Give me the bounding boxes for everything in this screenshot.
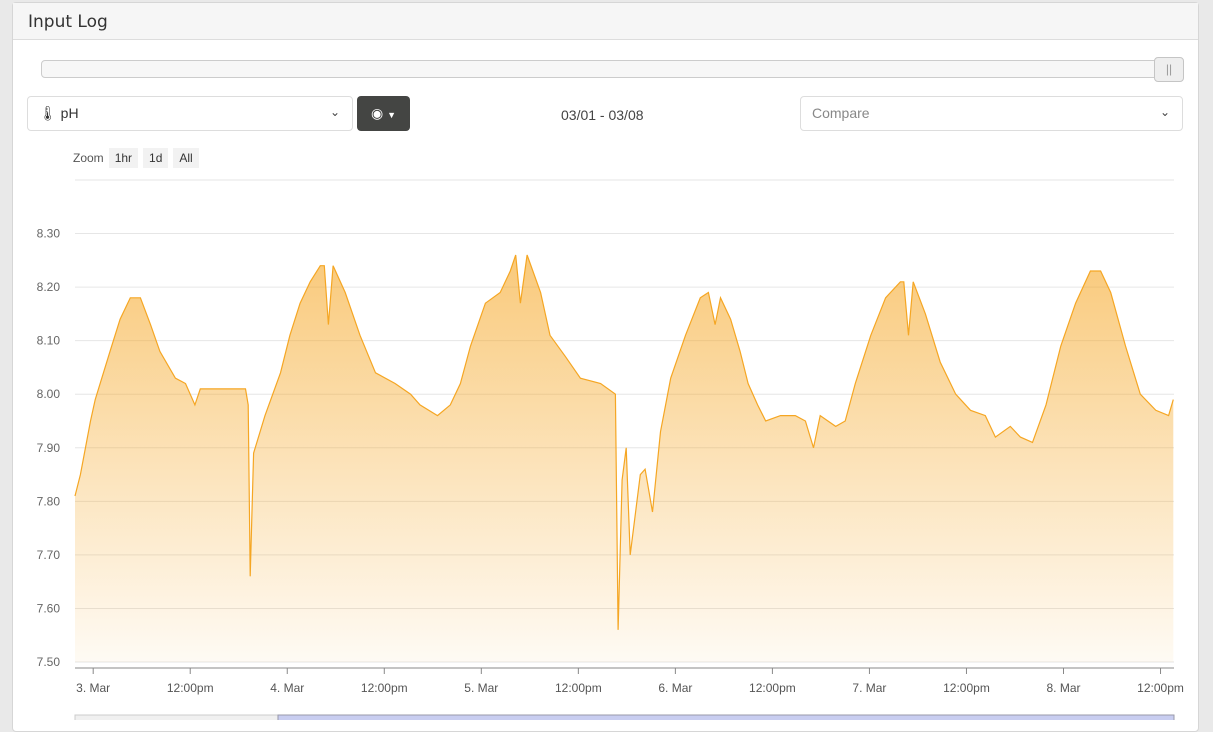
x-tick-label: 7. Mar (852, 681, 886, 695)
y-tick-label: 8.00 (37, 387, 61, 401)
panel-title: Input Log (13, 3, 1198, 40)
y-tick-label: 7.70 (37, 548, 61, 562)
caret-down-icon: ▼ (387, 110, 397, 120)
sensor-select[interactable]: 🌡 pH ⌄ (27, 96, 353, 131)
y-tick-label: 8.30 (37, 227, 61, 241)
thermometer-icon: 🌡 (39, 105, 57, 121)
sensor-label: pH (60, 105, 79, 121)
eye-icon: ◉ (370, 105, 384, 121)
x-tick-label: 12:00pm (361, 681, 408, 695)
x-tick-label: 4. Mar (270, 681, 304, 695)
range-slider[interactable]: || (41, 57, 1184, 82)
x-tick-label: 12:00pm (943, 681, 990, 695)
zoom-controls: Zoom 1hr 1d All (73, 148, 199, 168)
zoom-all-button[interactable]: All (173, 148, 199, 168)
y-tick-label: 7.80 (37, 494, 61, 508)
chevron-down-icon: ⌄ (1159, 105, 1170, 119)
y-tick-label: 8.10 (37, 334, 61, 348)
navigator-selection (277, 714, 1175, 720)
x-tick-label: 12:00pm (167, 681, 214, 695)
x-tick-label: 6. Mar (658, 681, 692, 695)
y-tick-label: 7.90 (37, 441, 61, 455)
view-options-button[interactable]: ◉ ▼ (357, 96, 410, 131)
zoom-1d-button[interactable]: 1d (143, 148, 169, 168)
ph-series-line (74, 254, 1174, 630)
slider-handle[interactable]: || (1154, 57, 1184, 82)
x-tick-label: 3. Mar (76, 681, 110, 695)
zoom-label: Zoom (73, 151, 104, 165)
x-tick-label: 12:00pm (1137, 681, 1184, 695)
compare-placeholder: Compare (812, 105, 870, 121)
x-tick-label: 5. Mar (464, 681, 498, 695)
zoom-1hr-button[interactable]: 1hr (108, 148, 139, 168)
ph-area (75, 255, 1174, 662)
date-range: 03/01 - 03/08 (561, 107, 644, 123)
y-tick-label: 8.20 (37, 280, 61, 294)
compare-select[interactable]: Compare ⌄ (800, 96, 1183, 131)
y-tick-label: 7.60 (37, 601, 61, 615)
x-tick-label: 8. Mar (1046, 681, 1080, 695)
x-tick-label: 12:00pm (749, 681, 796, 695)
chevron-down-icon: ⌄ (329, 105, 340, 119)
x-tick-label: 12:00pm (555, 681, 602, 695)
y-tick-label: 7.50 (37, 655, 61, 669)
